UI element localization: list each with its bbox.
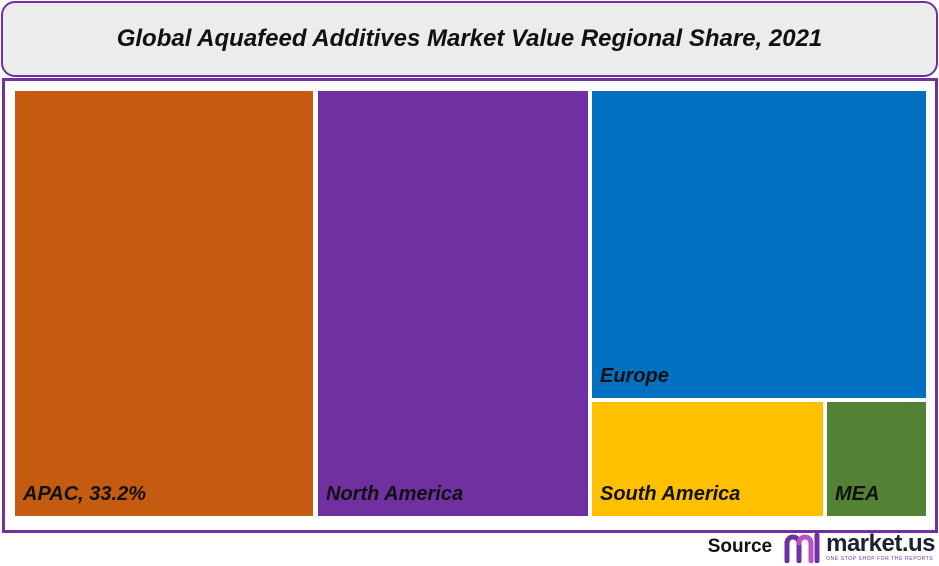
tile-label: Europe [600,365,669,387]
source-label: Source [707,536,773,557]
treemap-frame: APAC, 33.2% North America Europe South Amer… [2,78,938,533]
logo-text: market.us [826,530,935,557]
treemap-tile-north-america: North America [318,91,588,516]
treemap-tile-south-america: South America [592,402,823,516]
tile-label: South America [600,483,741,505]
treemap-tile-mea: MEA [827,402,926,516]
logo-mark-icon [784,532,820,563]
tile-label: MEA [835,483,880,505]
treemap-tile-apac: APAC, 33.2% [15,91,313,516]
footer: Source market.us ONE STOP SHOP FOR THE R… [708,530,935,564]
tile-label: APAC, 33.2% [23,483,147,505]
market-us-logo: market.us ONE STOP SHOP FOR THE REPORTS [784,531,935,563]
chart-title: Global Aquafeed Additives Market Value R… [116,25,823,52]
tile-label: North America [326,483,464,505]
treemap-tile-europe: Europe [592,91,926,398]
chart-title-box: Global Aquafeed Additives Market Value R… [1,1,938,77]
logo-tagline: ONE STOP SHOP FOR THE REPORTS [826,556,934,562]
